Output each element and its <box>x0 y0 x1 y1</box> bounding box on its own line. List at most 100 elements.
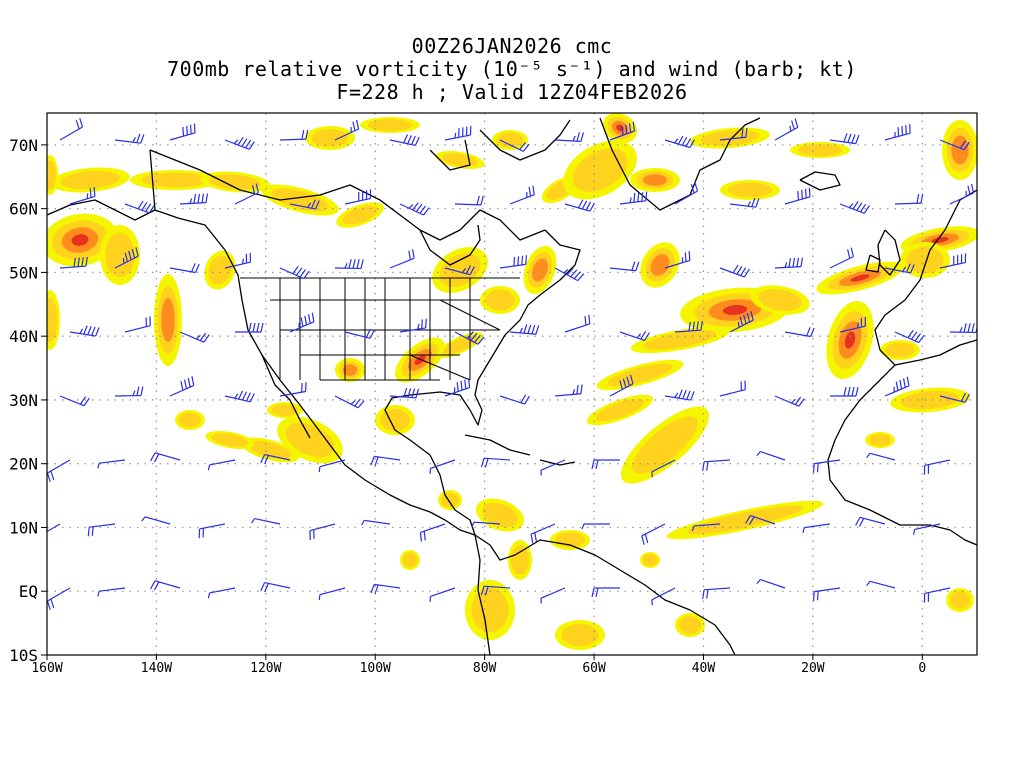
vorticity-contour <box>471 587 509 633</box>
wind-barb <box>812 587 841 601</box>
wind-barb <box>830 386 859 397</box>
wind-barb <box>939 253 967 269</box>
map-frame <box>46 112 978 656</box>
vorticity-contour <box>797 144 843 156</box>
wind-barb <box>509 185 535 205</box>
wind-barb <box>224 252 251 269</box>
wind-barb <box>866 580 896 589</box>
wind-barb <box>581 523 610 530</box>
us-state-borders <box>240 277 520 381</box>
lat-tick-label: 60N <box>9 200 38 219</box>
wind-barb <box>429 587 456 602</box>
wind-barb <box>829 247 854 269</box>
coastline-hudson-bay <box>419 224 481 266</box>
vorticity-contour <box>271 404 299 416</box>
vorticity-contour <box>642 554 658 566</box>
wind-barb <box>651 459 676 478</box>
vorticity-contour <box>844 331 856 349</box>
vorticity-contour <box>532 258 548 282</box>
vorticity-contour <box>850 274 870 282</box>
wind-barb <box>179 331 210 343</box>
wind-barb <box>540 459 566 476</box>
wind-barb <box>169 376 195 397</box>
wind-barb <box>554 132 585 142</box>
wind-barb <box>554 384 583 397</box>
vorticity-contour <box>342 205 378 225</box>
coastline-arctic-islands <box>429 139 471 171</box>
lat-tick-label: EQ <box>19 582 38 601</box>
wind-barb <box>609 374 634 397</box>
wind-barb <box>370 583 401 594</box>
vorticity-contour <box>285 422 335 458</box>
vorticity-contour <box>211 433 249 447</box>
wind-barb <box>619 191 648 205</box>
vorticity-contour <box>643 174 667 186</box>
wind-barb <box>471 521 501 528</box>
coastline-north-america-east <box>384 229 581 536</box>
vorticity-contour <box>71 234 89 246</box>
wind-barb <box>47 459 71 482</box>
wind-barb <box>894 193 924 205</box>
wind-barb <box>309 523 336 540</box>
vorticity-contour <box>60 170 120 190</box>
lat-tick-label: 10N <box>9 518 38 537</box>
vorticity-contour <box>496 132 524 148</box>
coastline-africa-west <box>827 364 977 546</box>
wind-barb <box>150 580 181 591</box>
wind-barb <box>47 587 71 610</box>
vorticity-contour <box>441 492 459 508</box>
vorticity-contour <box>722 305 748 315</box>
lon-tick-label: 160W <box>31 661 62 676</box>
wind-barb <box>141 516 171 525</box>
lat-tick-label: 70N <box>9 136 38 155</box>
vorticity-contour <box>650 254 670 276</box>
wind-barb <box>454 195 484 206</box>
wind-barb <box>260 454 291 465</box>
vorticity-contour <box>868 434 892 446</box>
wind-barb <box>702 459 731 472</box>
lat-tick-label: 10S <box>9 646 38 665</box>
wind-barb <box>499 139 530 152</box>
wind-barb <box>729 311 754 333</box>
wind-barb <box>444 265 475 276</box>
wind-barb <box>334 119 360 141</box>
wind-barb <box>949 323 977 334</box>
vorticity-contour <box>700 130 760 146</box>
wind-barb <box>564 314 591 333</box>
lon-tick-label: 40W <box>692 661 716 676</box>
wind-barb <box>866 452 896 461</box>
wind-barb <box>235 322 264 333</box>
vorticity-contour <box>885 342 915 358</box>
wind-barb <box>69 325 100 337</box>
vorticity-contour <box>727 182 773 198</box>
lon-tick-label: 140W <box>141 661 172 676</box>
wind-barb <box>913 523 941 535</box>
wind-barb <box>554 267 585 282</box>
wind-barb <box>279 265 310 280</box>
coastline-ireland <box>865 254 881 273</box>
wind-barb <box>334 259 364 270</box>
vorticity-shading <box>47 113 977 650</box>
wind-barb <box>719 264 750 278</box>
wind-barb <box>855 516 886 527</box>
wind-barb <box>370 455 401 466</box>
wind-barb <box>939 392 970 403</box>
wind-barb <box>224 390 255 403</box>
wind-barb <box>756 450 786 461</box>
wind-barb <box>591 587 620 598</box>
wind-barb <box>923 459 951 475</box>
wind-barb <box>812 459 841 473</box>
wind-barb <box>884 376 910 397</box>
coastline-arctic-islands <box>479 119 571 161</box>
wind-barb <box>318 587 346 601</box>
wind-barb <box>389 249 415 269</box>
wind-barb <box>664 135 695 149</box>
wind-barb <box>480 457 511 468</box>
wind-barb <box>114 247 139 269</box>
lon-tick-label: 0 <box>918 661 926 676</box>
wind-barb <box>389 134 420 146</box>
wind-barb <box>399 318 427 333</box>
vorticity-contour <box>595 398 645 422</box>
wind-barb <box>169 263 200 274</box>
vorticity-contour <box>271 188 329 212</box>
